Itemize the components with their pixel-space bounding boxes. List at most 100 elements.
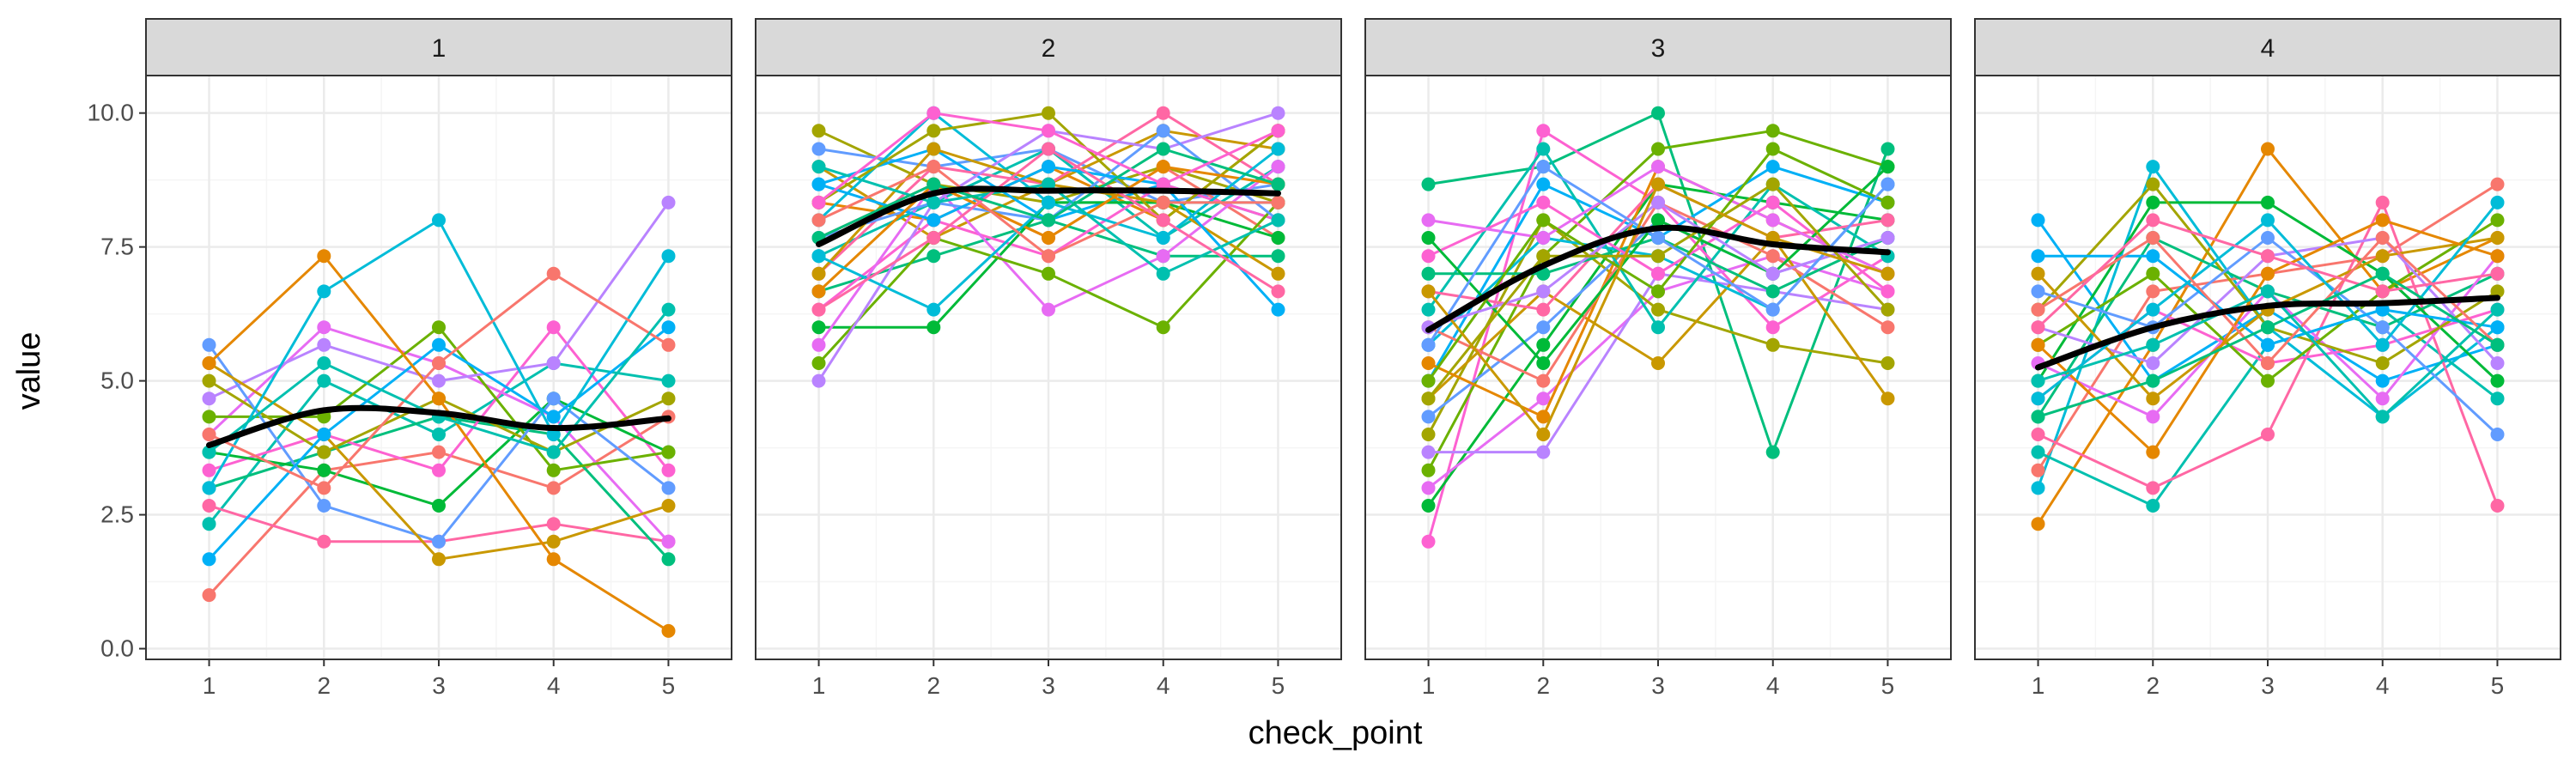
- data-point: [1042, 213, 1055, 228]
- data-point: [1042, 195, 1055, 209]
- data-point: [661, 445, 676, 459]
- data-point: [811, 356, 826, 370]
- y-axis-tick-label: 7.5: [100, 234, 134, 260]
- facet-strip: [145, 18, 732, 76]
- data-point: [1421, 356, 1436, 370]
- data-point: [1765, 249, 1780, 264]
- data-point: [1271, 266, 1285, 281]
- data-point: [2146, 302, 2160, 317]
- data-point: [1271, 302, 1285, 317]
- data-point: [546, 481, 561, 495]
- series-line-12: [202, 356, 676, 567]
- data-point: [317, 499, 331, 513]
- data-point: [1651, 320, 1665, 335]
- data-point: [1765, 445, 1780, 459]
- data-point: [1880, 231, 1895, 245]
- data-point: [661, 373, 676, 388]
- x-axis-tick-label: 5: [2491, 672, 2505, 699]
- data-point: [1536, 284, 1551, 299]
- data-point: [1156, 266, 1170, 281]
- data-point: [1765, 177, 1780, 191]
- data-point: [546, 320, 561, 335]
- y-axis-tick-label: 5.0: [100, 367, 134, 394]
- data-point: [2261, 284, 2275, 299]
- x-axis-tick-label: 3: [432, 672, 446, 699]
- data-point: [317, 356, 331, 370]
- data-point: [2490, 284, 2505, 299]
- series-line-21: [811, 142, 1285, 317]
- data-point: [927, 160, 941, 174]
- data-point: [2146, 481, 2160, 495]
- data-point: [1765, 160, 1780, 174]
- x-axis-tick-label: 2: [927, 672, 940, 699]
- data-point: [1156, 249, 1170, 264]
- x-axis-tick-label: 5: [662, 672, 676, 699]
- data-point: [2146, 392, 2160, 406]
- data-point: [927, 124, 941, 138]
- data-point: [317, 249, 331, 264]
- data-point: [1880, 392, 1895, 406]
- data-point: [1765, 124, 1780, 138]
- data-point: [2261, 428, 2275, 441]
- data-point: [317, 320, 331, 335]
- data-point: [2261, 231, 2275, 245]
- data-point: [2375, 356, 2390, 370]
- data-point: [2490, 195, 2505, 209]
- data-point: [2031, 213, 2045, 228]
- data-point: [1421, 337, 1436, 352]
- data-point: [2490, 373, 2505, 388]
- data-point: [661, 195, 676, 209]
- data-point: [202, 517, 216, 531]
- facet-strip-label: 3: [1651, 34, 1666, 63]
- data-point: [927, 320, 941, 335]
- data-point: [1536, 320, 1551, 335]
- data-point: [1651, 302, 1665, 317]
- data-point: [2261, 195, 2275, 209]
- data-point: [2146, 410, 2160, 424]
- data-point: [2146, 266, 2160, 281]
- data-point: [1156, 124, 1170, 138]
- y-axis-title: value: [11, 332, 47, 410]
- data-point: [2031, 249, 2045, 264]
- data-point: [2261, 337, 2275, 352]
- data-point: [2146, 195, 2160, 209]
- data-point: [1651, 142, 1665, 156]
- data-point: [927, 106, 941, 120]
- data-point: [1765, 337, 1780, 352]
- data-point: [432, 373, 446, 388]
- x-axis-tick-label: 4: [1157, 672, 1170, 699]
- data-point: [661, 392, 676, 406]
- y-axis-tick-label: 2.5: [100, 501, 134, 528]
- data-point: [811, 266, 826, 281]
- x-axis-tick-label: 5: [1881, 672, 1895, 699]
- x-axis-tick-label: 1: [812, 672, 826, 699]
- data-point: [2375, 284, 2390, 299]
- data-point: [1271, 106, 1285, 120]
- data-point: [2490, 428, 2505, 441]
- facet-strip-label: 1: [432, 34, 447, 63]
- data-point: [1880, 160, 1895, 174]
- data-point: [1536, 195, 1551, 209]
- data-point: [1651, 106, 1665, 120]
- data-point: [2490, 177, 2505, 191]
- data-point: [1156, 195, 1170, 209]
- data-point: [1651, 266, 1665, 281]
- data-point: [2146, 284, 2160, 299]
- data-point: [1421, 373, 1436, 388]
- facet-panel-1: 1 1 2 3 4 5: [145, 18, 732, 699]
- data-point: [2490, 266, 2505, 281]
- data-point: [432, 534, 446, 549]
- data-point: [2031, 320, 2045, 335]
- series-line-22: [2031, 266, 2505, 424]
- data-point: [1651, 160, 1665, 174]
- data-point: [2375, 410, 2390, 424]
- data-point: [927, 231, 941, 245]
- data-point: [1271, 160, 1285, 174]
- data-point: [1042, 302, 1055, 317]
- x-axis-tick-label: 2: [2146, 672, 2160, 699]
- data-point: [2261, 320, 2275, 335]
- data-point: [1536, 213, 1551, 228]
- data-point: [2146, 373, 2160, 388]
- series-line-22: [811, 160, 1285, 264]
